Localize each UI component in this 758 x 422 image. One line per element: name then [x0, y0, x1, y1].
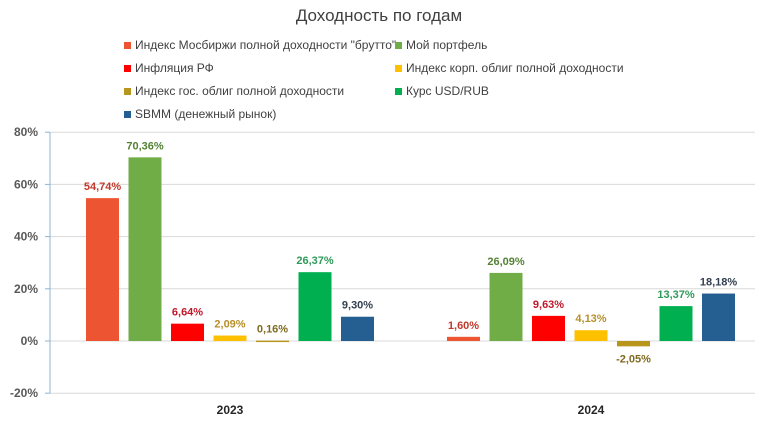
bar: [171, 323, 204, 341]
y-tick-label: 0%: [21, 334, 39, 348]
data-label: -2,05%: [616, 353, 651, 365]
legend-swatch: [124, 64, 131, 72]
data-label: 13,37%: [657, 289, 695, 301]
data-label: 1,60%: [448, 320, 479, 332]
legend-swatch: [124, 110, 131, 118]
bar: [256, 340, 289, 343]
y-tick-label: 80%: [14, 125, 38, 139]
legend-item-portfolio: Мой портфель: [395, 38, 487, 52]
bar: [489, 272, 523, 341]
y-tick-label: -20%: [10, 386, 38, 400]
data-label: 26,09%: [487, 256, 525, 268]
legend-item-sbmm: SBMM (денежный рынок): [124, 107, 276, 121]
legend-item-corp-bonds: Индекс корп. облиг полной доходности: [395, 61, 624, 75]
chart-title: Доходность по годам: [295, 6, 463, 25]
data-label: 2,09%: [214, 319, 245, 331]
y-tick-label: 20%: [14, 282, 38, 296]
legend-swatch: [124, 41, 131, 49]
bar: [574, 330, 608, 341]
legend-item-inflation: Инфляция РФ: [124, 61, 214, 75]
legend-label: Индекс Мосбиржи полной доходности "брутт…: [135, 38, 397, 52]
data-label: 4,13%: [575, 313, 606, 325]
bar: [213, 335, 247, 341]
bar: [86, 198, 119, 341]
legend-swatch: [124, 87, 131, 95]
legend-label: Мой портфель: [406, 38, 488, 52]
bar: [532, 315, 565, 341]
bar: [447, 336, 480, 341]
legend-label: Индекс гос. облиг полной доходности: [135, 84, 345, 98]
bar: [702, 293, 735, 341]
data-label: 70,36%: [126, 140, 164, 152]
data-label: 26,37%: [296, 255, 334, 267]
legend-swatch: [395, 64, 402, 72]
bar: [298, 272, 332, 341]
legend-label: Инфляция РФ: [135, 61, 214, 75]
x-category-label: 2023: [217, 403, 244, 417]
data-label: 0,16%: [257, 324, 288, 336]
legend-item-usd-rub: Курс USD/RUB: [395, 84, 489, 98]
legend-item-gov-bonds: Индекс гос. облиг полной доходности: [124, 84, 344, 98]
legend-label: SBMM (денежный рынок): [135, 107, 277, 121]
data-label: 54,74%: [84, 181, 122, 193]
y-tick-label: 40%: [14, 230, 38, 244]
legend-label: Индекс корп. облиг полной доходности: [406, 61, 624, 75]
bar: [617, 341, 650, 347]
y-tick-label: 60%: [14, 177, 38, 191]
bar: [659, 306, 693, 341]
x-category-label: 2024: [578, 403, 605, 417]
bar: [128, 157, 162, 341]
legend-swatch: [395, 41, 402, 49]
data-label: 9,30%: [342, 300, 373, 312]
legend-swatch: [395, 87, 402, 95]
data-label: 18,18%: [700, 277, 738, 289]
bar: [341, 316, 374, 341]
legend-item-moex: Индекс Мосбиржи полной доходности "брутт…: [124, 38, 396, 52]
legend-label: Курс USD/RUB: [406, 84, 489, 98]
data-label: 9,63%: [533, 299, 564, 311]
data-label: 6,64%: [172, 307, 203, 319]
